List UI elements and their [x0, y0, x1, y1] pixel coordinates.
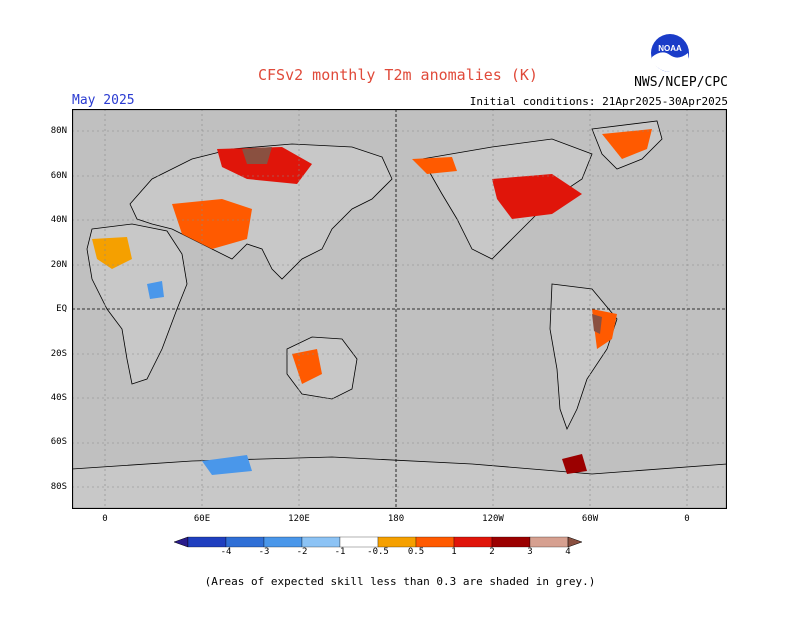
- legend-tick-label: -2: [296, 547, 308, 557]
- legend-tick-label: -4: [220, 547, 232, 557]
- greenland-warm-region: [602, 129, 652, 159]
- legend-swatch: [339, 536, 379, 548]
- asia-warm-region: [172, 199, 252, 249]
- legend-swatch: [453, 536, 493, 548]
- legend-arrow-high: [567, 536, 583, 548]
- legend-swatch: [415, 536, 455, 548]
- legend-tick-label: 1: [451, 547, 457, 557]
- legend-tick-label: -3: [258, 547, 270, 557]
- skill-footnote: (Areas of expected skill less than 0.3 a…: [204, 575, 596, 588]
- lon-label-120e: 120E: [288, 514, 310, 524]
- lat-label-40s: 40S: [50, 393, 67, 403]
- legend-swatch: [491, 536, 531, 548]
- warm-anomalies: [92, 129, 652, 474]
- australia-warm-region: [292, 349, 322, 384]
- legend-swatch: [377, 536, 417, 548]
- lat-label-eq: EQ: [56, 304, 67, 314]
- color-legend: [173, 536, 583, 548]
- legend-tick-label: -1: [334, 547, 346, 557]
- lat-label-80n: 80N: [50, 126, 67, 136]
- legend-tick-label: 3: [527, 547, 533, 557]
- forecast-month: May 2025: [72, 93, 135, 108]
- lat-label-80s: 80S: [50, 482, 67, 492]
- anomaly-map: [72, 109, 727, 509]
- east-africa-cool-region: [147, 281, 164, 299]
- lat-label-60n: 60N: [50, 171, 67, 181]
- antarctic-peninsula-warm-region: [562, 454, 587, 474]
- legend-tick-label: 0.5: [407, 547, 425, 557]
- lat-label-20s: 20S: [50, 349, 67, 359]
- legend-swatch: [225, 536, 265, 548]
- brazil-extreme-region: [592, 314, 602, 334]
- legend-tick-label: 2: [489, 547, 495, 557]
- legend-arrow-low: [173, 536, 189, 548]
- lat-grid: [72, 130, 727, 488]
- map-title: CFSv2 monthly T2m anomalies (K): [258, 66, 538, 84]
- legend-swatch: [301, 536, 341, 548]
- lon-label-120w: 120W: [482, 514, 504, 524]
- lat-label-20n: 20N: [50, 260, 67, 270]
- lon-label-0-east: 0: [684, 514, 690, 524]
- legend-swatch: [529, 536, 569, 548]
- lat-label-40n: 40N: [50, 215, 67, 225]
- lat-label-60s: 60S: [50, 437, 67, 447]
- siberia-extreme-region: [242, 147, 272, 164]
- antarctica-cool-region: [202, 455, 252, 475]
- lon-label-60e: 60E: [193, 514, 211, 524]
- siberia-warm-region: [217, 147, 312, 184]
- alaska-warm-region: [412, 157, 457, 174]
- legend-swatch: [263, 536, 303, 548]
- cool-anomalies: [147, 281, 252, 475]
- legend-tick-label: -0.5: [367, 547, 389, 557]
- africa-warm-region: [92, 237, 132, 269]
- noaa-logo-icon: NOAA: [651, 34, 689, 73]
- agency-label: NWS/NCEP/CPC: [634, 75, 728, 90]
- lon-label-60w: 60W: [581, 514, 599, 524]
- north-america-warm-region: [492, 174, 582, 219]
- legend-tick-label: 4: [565, 547, 571, 557]
- svg-text:NOAA: NOAA: [658, 44, 682, 53]
- lon-label-180: 180: [387, 514, 405, 524]
- initial-conditions: Initial conditions: 21Apr2025-30Apr2025: [469, 95, 728, 108]
- lon-label-0: 0: [102, 514, 108, 524]
- legend-swatch: [187, 536, 227, 548]
